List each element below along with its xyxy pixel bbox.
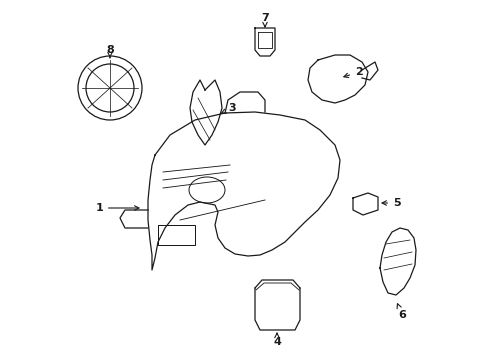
Text: 5: 5	[381, 198, 400, 208]
Text: 8: 8	[106, 45, 114, 58]
Text: 2: 2	[343, 67, 362, 77]
Text: 1: 1	[95, 203, 139, 213]
Text: 7: 7	[261, 13, 268, 27]
Text: 3: 3	[221, 103, 235, 113]
Text: 4: 4	[272, 333, 281, 347]
Text: 6: 6	[396, 304, 405, 320]
